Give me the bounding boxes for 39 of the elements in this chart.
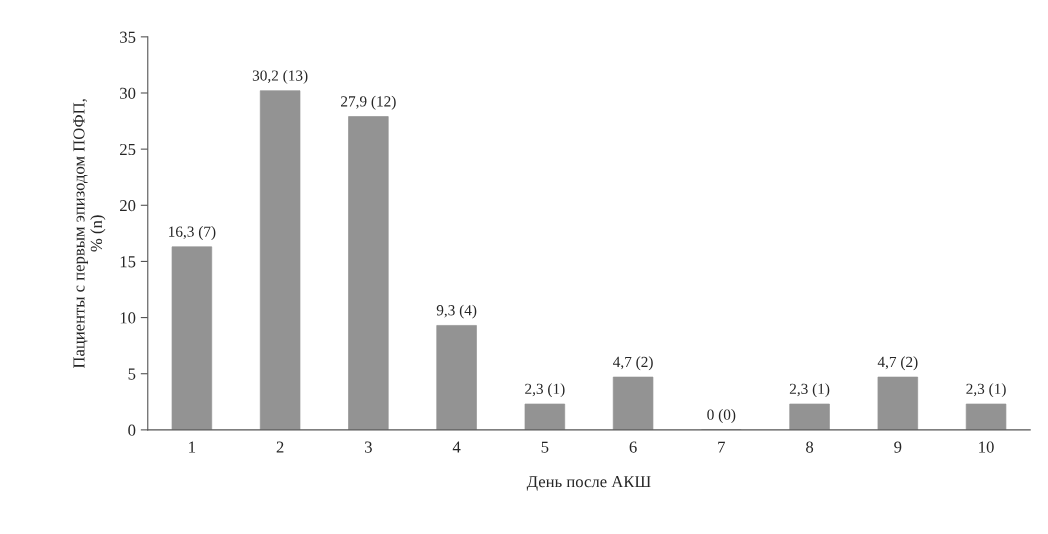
data-label: 4,7 (2)	[877, 356, 918, 371]
y-tick-label: 30	[120, 87, 136, 99]
x-axis-title: День после АКШ	[526, 476, 651, 491]
data-label: 30,2 (13)	[252, 69, 308, 84]
y-tick-label: 10	[120, 312, 136, 324]
bar	[789, 403, 830, 430]
data-label: 2,3 (1)	[525, 383, 565, 398]
y-tick-label: 5	[128, 368, 136, 380]
bar	[965, 403, 1007, 430]
data-label: 0 (0)	[707, 409, 736, 423]
x-tick-label: 9	[894, 441, 902, 453]
y-tick-label: 0	[128, 424, 136, 436]
bar	[877, 376, 919, 430]
y-tick-label: 25	[120, 143, 136, 156]
bar	[524, 403, 566, 430]
x-tick-label: 7	[718, 441, 726, 453]
bar	[612, 376, 654, 430]
y-tick-label: 15	[120, 256, 136, 268]
x-tick-label: 8	[806, 441, 814, 453]
data-label: 2,3 (1)	[789, 383, 830, 398]
bar	[436, 325, 477, 430]
data-label: 4,7 (2)	[613, 356, 653, 371]
x-tick-label: 3	[365, 441, 372, 453]
data-label: 27,9 (12)	[341, 95, 396, 110]
y-tick-label: 35	[120, 31, 136, 43]
bar	[171, 246, 213, 430]
data-label: 2,3 (1)	[966, 383, 1006, 398]
x-tick-label: 4	[452, 441, 461, 453]
x-tick-label: 2	[276, 441, 284, 453]
data-label: 16,3 (7)	[169, 226, 216, 240]
x-tick-label: 1	[189, 441, 196, 453]
y-tick-label: 20	[120, 199, 136, 212]
x-tick-label: 5	[541, 441, 549, 453]
bar	[348, 116, 389, 430]
data-label: 9,3 (4)	[436, 304, 477, 319]
y-axis-title: Пациенты с первым эпизодом ПОФП, % (n)	[73, 99, 106, 369]
x-tick-label: 6	[629, 441, 637, 453]
bar	[259, 90, 301, 430]
x-tick-label: 10	[979, 441, 994, 453]
